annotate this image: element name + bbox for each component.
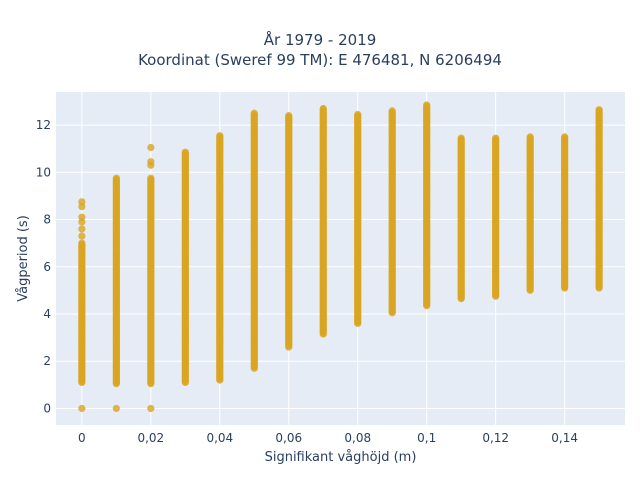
- x-tick-labels: 0 0,02 0,04 0,06 0,08 0,1 0,12 0,14: [78, 431, 578, 445]
- y-tick-labels: 0 2 4 6 8 10 12: [36, 118, 51, 415]
- y-tick-label-4: 8: [43, 213, 51, 227]
- y-axis-label: Vågperiod (s): [16, 215, 31, 302]
- data-point-outlier: [78, 404, 86, 413]
- data-point: [354, 110, 362, 119]
- data-point: [216, 132, 224, 140]
- data-point-outlier: [147, 158, 155, 166]
- x-tick-label-0: 0: [78, 431, 86, 445]
- y-tick-label-0: 0: [43, 401, 51, 415]
- data-point: [595, 106, 603, 114]
- data-point-outlier: [78, 213, 86, 221]
- y-tick-label-3: 6: [43, 260, 51, 274]
- y-tick-label-1: 2: [43, 354, 51, 368]
- data-point-outlier: [78, 232, 86, 240]
- data-point: [112, 174, 120, 182]
- plot-background: [56, 92, 625, 425]
- chart-title-line2: Koordinat (Sweref 99 TM): E 476481, N 62…: [138, 51, 502, 69]
- data-point-outlier: [147, 143, 155, 152]
- data-points: [78, 101, 603, 413]
- x-tick-label-7: 0,14: [551, 431, 578, 445]
- data-point-outlier: [78, 198, 86, 206]
- data-point: [561, 133, 569, 141]
- data-point: [423, 101, 431, 109]
- x-tick-label-1: 0,02: [137, 431, 164, 445]
- data-point-outlier: [78, 225, 86, 233]
- x-tick-label-6: 0,12: [482, 431, 509, 445]
- x-tick-label-5: 0,1: [417, 431, 436, 445]
- y-tick-label-2: 4: [43, 307, 51, 321]
- data-point: [526, 133, 534, 141]
- data-point: [181, 148, 189, 156]
- chart-title-line1: År 1979 - 2019: [263, 31, 377, 49]
- data-point: [319, 104, 327, 113]
- y-tick-label-5: 10: [36, 165, 51, 179]
- data-point: [250, 109, 258, 117]
- data-point-outlier: [112, 404, 120, 413]
- data-point: [492, 134, 500, 142]
- data-point: [147, 174, 155, 182]
- x-tick-label-3: 0,06: [275, 431, 302, 445]
- data-point: [285, 112, 293, 120]
- x-tick-label-4: 0,08: [344, 431, 371, 445]
- x-axis-label: Signifikant våghöjd (m): [265, 450, 417, 465]
- x-tick-label-2: 0,04: [206, 431, 233, 445]
- data-point: [388, 107, 396, 115]
- data-point-outlier: [147, 404, 155, 413]
- y-tick-label-6: 12: [36, 118, 51, 132]
- data-point: [78, 239, 86, 247]
- data-point: [457, 134, 465, 142]
